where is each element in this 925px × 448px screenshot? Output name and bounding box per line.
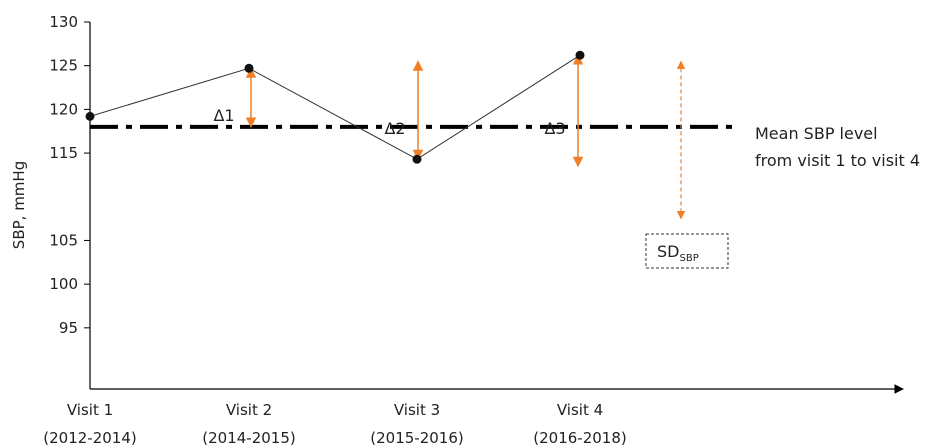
delta-layer: Δ1 Δ2 Δ3 [213,54,584,168]
sd-label: SDSBP [657,242,699,264]
series-line [89,54,581,160]
x-category-label: (2014-2015) [202,429,295,447]
y-tick-label: 105 [49,231,78,249]
y-tick-label: 130 [49,13,78,31]
mean-layer: Mean SBP level from visit 1 to visit 4 [90,124,920,170]
data-point [412,154,422,164]
x-category-label: Visit 1 [67,401,113,419]
y-tick-label: 95 [59,319,78,337]
y-tick-label: 125 [49,57,78,75]
mean-label: from visit 1 to visit 4 [755,151,920,170]
x-category-label: (2016-2018) [533,429,626,447]
x-category-label: Visit 4 [557,401,603,419]
data-point [244,63,254,73]
series-layer [85,50,585,164]
data-point [85,111,95,121]
mean-label: Mean SBP level [755,124,878,143]
x-category-label: Visit 2 [226,401,272,419]
y-tick-label: 100 [49,275,78,293]
sd-box [645,233,729,269]
y-tick-label: 115 [49,144,78,162]
delta-label: Δ3 [544,119,565,138]
data-point [575,50,585,60]
x-categories: Visit 1 (2012-2014) Visit 2 (2014-2015) Visi… [43,401,626,447]
y-axis-title: SBP, mmHg [10,161,28,249]
x-category-label: (2015-2016) [370,429,463,447]
sd-layer: SDSBP [645,60,729,269]
x-category-label: (2012-2014) [43,429,136,447]
x-category-label: Visit 3 [394,401,440,419]
delta-label: Δ1 [213,106,234,125]
delta-label: Δ2 [384,119,405,138]
y-ticks: 95 100 105 115 120 125 130 [49,13,90,337]
y-tick-label: 120 [49,100,78,118]
